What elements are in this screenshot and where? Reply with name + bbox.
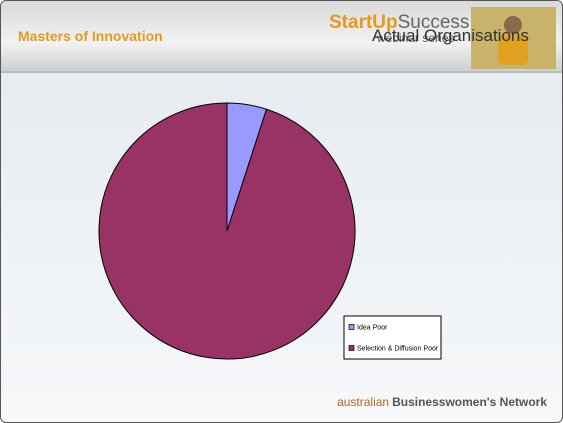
legend-label: Selection & Diffusion Poor <box>357 346 439 353</box>
legend-swatch <box>348 345 355 351</box>
slide-heading: Actual Organisations <box>372 26 529 45</box>
logo-subtitle: webinar series <box>376 31 454 45</box>
logo-start: StartUp <box>329 12 398 33</box>
legend-swatch <box>348 324 355 330</box>
legend-label: Idea Poor <box>357 325 388 332</box>
logo-photo-figure <box>504 16 522 34</box>
footer-brand-bold: Businesswomen's Network <box>392 395 547 409</box>
legend-box <box>343 315 442 360</box>
footer-brand-light: australian <box>337 395 389 409</box>
pie-slice <box>98 102 356 360</box>
footer-brand: australian Businesswomen's Network <box>337 395 547 409</box>
slide-title: Masters of Innovation <box>18 28 163 44</box>
header-bar <box>1 1 562 73</box>
logo-end: Success <box>398 12 470 33</box>
logo-photo-chair <box>498 35 528 65</box>
logo: StartUpSuccess <box>329 12 469 33</box>
